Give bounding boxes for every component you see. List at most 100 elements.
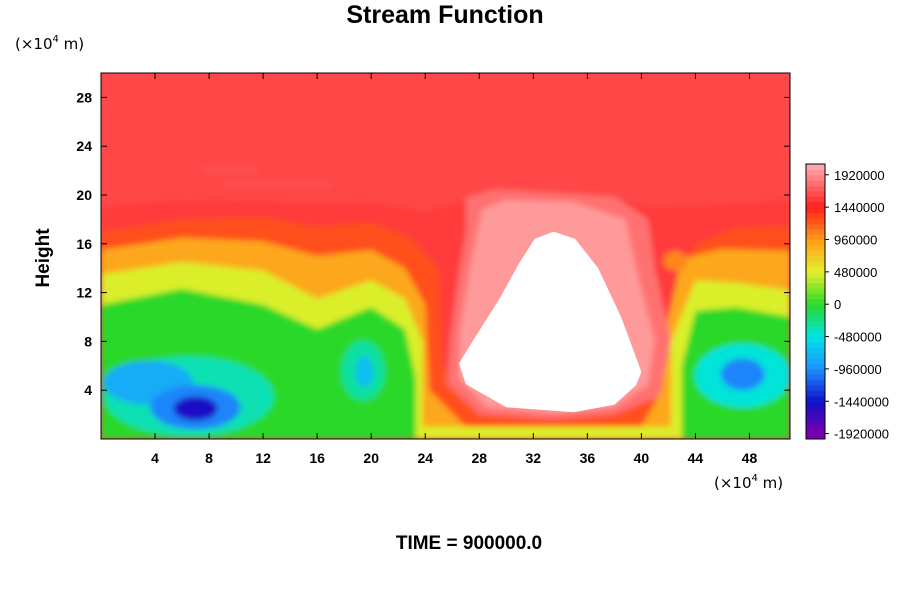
colorbar-level [806,379,825,386]
y-axis-label: Height [33,228,54,288]
y-tick-label: 8 [84,333,92,349]
upper-streak [222,184,331,187]
colorbar-level [806,293,825,300]
x-tick-label: 28 [471,450,487,466]
colorbar-level [806,331,825,338]
x-axis-ticks: 4 8 12 16 20 24 28 32 36 40 44 48 [151,73,757,466]
colorbar-level [806,401,825,408]
y-axis-ticks: 4 8 12 16 20 24 28 [76,89,790,398]
colorbar-level [806,428,825,435]
colorbar-level [806,234,825,240]
colorbar-frame [805,163,826,440]
colorbar-level [806,190,825,197]
colorbar-level [806,250,825,257]
y-axis-unit: (×104 m) [15,34,84,53]
colorbar-level [806,201,825,208]
colorbar-level [806,239,825,246]
y-tick-label: 28 [76,89,92,105]
y-tick-label: 20 [76,187,92,203]
field-contours [101,168,790,439]
y-tick-label: 12 [76,285,92,301]
colorbar-level [806,406,825,413]
x-tick-label: 44 [688,450,704,466]
colorbar-level [806,433,825,440]
colorbar-tick-label: 480000 [834,265,877,280]
colorbar-level [806,180,825,187]
x-tick-label: 4 [151,450,159,466]
x-axis-unit: (×104 m) [714,473,783,492]
plot-frame [100,72,791,440]
y-tick-label: 4 [84,382,92,398]
colorbar-level [806,314,825,321]
colorbar-level [806,207,825,214]
x-tick-label: 16 [309,450,325,466]
colorbar-level [806,223,825,230]
colorbar-tick-label: -1440000 [834,394,889,409]
undefined-region [459,231,642,413]
colorbar-level [806,320,825,327]
low-right-core [720,358,765,391]
colorbar-level [806,244,825,251]
x-tick-label: 36 [580,450,596,466]
colorbar-tick-label: 0 [834,297,841,312]
y-tick-label: 16 [76,236,92,252]
colorbar-level [806,196,825,203]
colorbar-level [806,363,825,370]
colorbar-level [806,282,825,289]
colorbar-level [806,395,825,402]
colorbar-level [806,164,825,170]
colorbar-level [806,266,825,273]
low-mid-core [355,355,374,388]
upper-streak [202,168,257,172]
colorbar-level [806,352,825,359]
x-tick-label: 32 [526,450,542,466]
colorbar-level [806,212,825,219]
colorbar-level [806,304,825,311]
chart-title: Stream Function [346,1,543,29]
colorbar-tick-label: 1440000 [834,200,885,215]
contour-band-green [101,288,790,439]
x-tick-label: 20 [363,450,379,466]
time-label: TIME = 900000.0 [396,533,542,554]
plot-area [101,73,790,439]
high-right-spot [663,250,688,271]
colorbar-level [806,255,825,262]
x-tick-label: 12 [255,450,271,466]
colorbar-level [806,228,825,235]
colorbar-level [806,390,825,397]
y-tick-label: 24 [76,138,92,154]
colorbar-level [806,417,825,424]
colorbar-level [806,325,825,332]
x-tick-label: 24 [417,450,433,466]
x-tick-label: 40 [634,450,650,466]
colorbar-level [806,298,825,305]
colorbar-level [806,368,825,375]
low-left-core [173,396,218,421]
colorbar-level [806,261,825,267]
colorbar-level [806,185,825,192]
colorbar-level [806,271,825,278]
colorbar-level [806,288,825,294]
colorbar-level [806,412,825,418]
colorbar-level [806,169,825,176]
colorbar-level [806,358,825,365]
colorbar-level [806,385,825,391]
colorbar-tick-label: 1920000 [834,168,885,183]
colorbar-level [806,341,825,348]
colorbar-level [806,336,825,343]
colorbar-level [806,277,825,284]
colorbar-tick-label: -480000 [834,330,882,345]
colorbar [805,163,826,440]
x-tick-label: 8 [205,450,213,466]
colorbar-tick-label: -960000 [834,362,882,377]
colorbar-tick-label: -1920000 [834,427,889,442]
colorbar-level [806,374,825,381]
x-tick-label: 48 [742,450,758,466]
colorbar-level [806,217,825,224]
colorbar-level [806,422,825,429]
colorbar-level [806,309,825,316]
colorbar-ticks: 1920000 1440000 960000 480000 0 -480000 -96000… [825,168,889,442]
colorbar-level [806,347,825,354]
colorbar-level [806,174,825,181]
